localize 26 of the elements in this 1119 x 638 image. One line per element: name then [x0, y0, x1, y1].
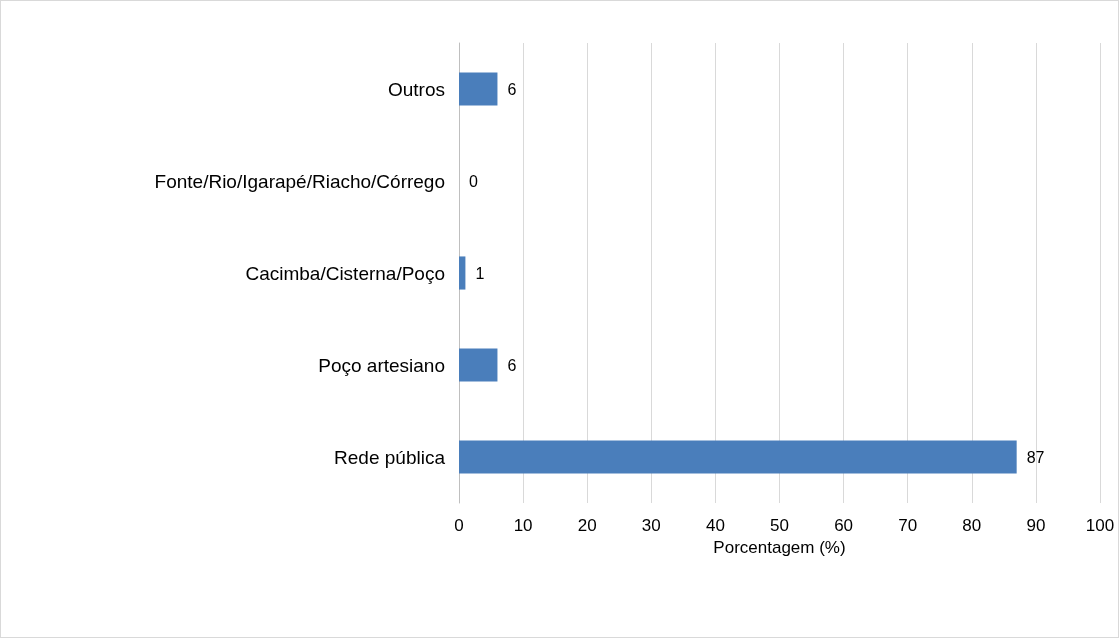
- x-tick-label: 30: [641, 516, 661, 535]
- x-tick-label: 90: [1026, 516, 1046, 535]
- x-tick-label: 0: [454, 516, 464, 535]
- bar: [459, 440, 1017, 474]
- x-tick-label: 50: [770, 516, 789, 535]
- y-tick-label: Outros: [387, 78, 445, 100]
- x-tick-label: 70: [898, 516, 918, 535]
- data-label: 0: [469, 172, 478, 190]
- data-label: 87: [1026, 448, 1045, 466]
- bar: [459, 348, 498, 382]
- x-axis-title: Porcentagem (%): [713, 538, 846, 557]
- x-tick-label: 20: [577, 516, 597, 535]
- y-tick-label: Poço artesiano: [318, 354, 445, 376]
- x-tick-label: 60: [834, 516, 854, 535]
- bar: [459, 256, 466, 290]
- x-tick-label: 100: [1085, 516, 1115, 535]
- x-tick-label: 40: [705, 516, 725, 535]
- data-label: 6: [507, 356, 517, 374]
- y-tick-label: Rede pública: [334, 446, 446, 468]
- data-label: 1: [475, 264, 485, 282]
- bar: [459, 72, 498, 106]
- y-tick-label: Fonte/Rio/Igarapé/Riacho/Córrego: [154, 170, 445, 192]
- x-tick-label: 10: [513, 516, 533, 535]
- x-tick-label: 80: [962, 516, 982, 535]
- data-label: 6: [507, 80, 517, 98]
- y-tick-label: Cacimba/Cisterna/Poço: [245, 262, 445, 284]
